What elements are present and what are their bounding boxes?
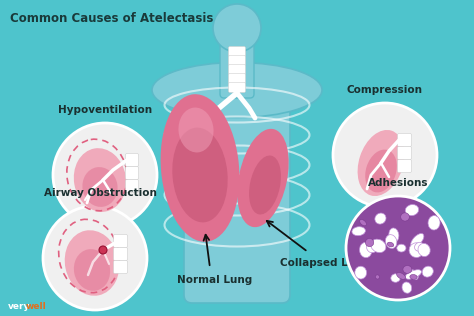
Circle shape [43, 206, 147, 310]
Ellipse shape [410, 275, 417, 279]
FancyBboxPatch shape [228, 56, 246, 65]
Ellipse shape [418, 243, 430, 257]
Ellipse shape [237, 129, 289, 227]
FancyBboxPatch shape [398, 133, 411, 147]
Ellipse shape [391, 274, 400, 282]
Ellipse shape [375, 275, 380, 279]
Ellipse shape [74, 148, 126, 212]
FancyBboxPatch shape [228, 64, 246, 75]
Ellipse shape [82, 167, 118, 207]
Text: very: very [8, 302, 30, 311]
FancyBboxPatch shape [126, 179, 138, 192]
Ellipse shape [152, 63, 322, 118]
Ellipse shape [405, 204, 419, 216]
Text: Hypoventilation: Hypoventilation [58, 105, 152, 115]
FancyBboxPatch shape [220, 38, 254, 98]
Ellipse shape [415, 242, 424, 251]
Circle shape [53, 123, 157, 227]
Text: Adhesions: Adhesions [368, 178, 428, 188]
Ellipse shape [401, 213, 410, 221]
Ellipse shape [357, 130, 404, 196]
Text: Collapsed Lung: Collapsed Lung [280, 258, 370, 268]
FancyBboxPatch shape [113, 247, 128, 260]
Ellipse shape [172, 128, 228, 222]
Circle shape [346, 196, 450, 300]
Ellipse shape [371, 239, 386, 252]
Ellipse shape [409, 243, 424, 258]
Ellipse shape [249, 155, 281, 215]
Text: well: well [26, 302, 47, 311]
FancyBboxPatch shape [126, 167, 138, 179]
Ellipse shape [389, 228, 399, 242]
FancyBboxPatch shape [184, 67, 290, 303]
Ellipse shape [405, 270, 421, 279]
FancyBboxPatch shape [398, 147, 411, 160]
Ellipse shape [410, 234, 424, 247]
Text: Normal Lung: Normal Lung [177, 275, 253, 285]
Ellipse shape [355, 266, 366, 279]
Ellipse shape [397, 244, 406, 252]
Ellipse shape [74, 249, 110, 291]
Text: Airway Obstruction: Airway Obstruction [44, 188, 156, 198]
Circle shape [99, 246, 107, 254]
FancyBboxPatch shape [398, 160, 411, 173]
Ellipse shape [178, 107, 214, 152]
FancyBboxPatch shape [228, 46, 246, 57]
Ellipse shape [385, 234, 397, 248]
Ellipse shape [360, 220, 366, 226]
Ellipse shape [387, 242, 394, 247]
Ellipse shape [422, 266, 433, 277]
Ellipse shape [161, 94, 239, 242]
Ellipse shape [366, 242, 377, 253]
FancyBboxPatch shape [126, 154, 138, 167]
Circle shape [333, 103, 437, 207]
Ellipse shape [402, 282, 412, 293]
Ellipse shape [397, 272, 406, 279]
Ellipse shape [375, 213, 386, 224]
Ellipse shape [403, 265, 412, 273]
Ellipse shape [359, 242, 372, 258]
Ellipse shape [428, 216, 440, 230]
Ellipse shape [352, 227, 365, 236]
Circle shape [213, 4, 261, 52]
Ellipse shape [409, 270, 419, 280]
Ellipse shape [365, 238, 374, 246]
FancyBboxPatch shape [113, 234, 128, 247]
Text: Common Causes of Atelectasis: Common Causes of Atelectasis [10, 12, 213, 25]
FancyBboxPatch shape [228, 82, 246, 93]
Ellipse shape [65, 230, 119, 296]
FancyBboxPatch shape [228, 74, 246, 83]
Ellipse shape [365, 149, 397, 192]
Text: Compression: Compression [347, 85, 423, 95]
FancyBboxPatch shape [113, 260, 128, 274]
